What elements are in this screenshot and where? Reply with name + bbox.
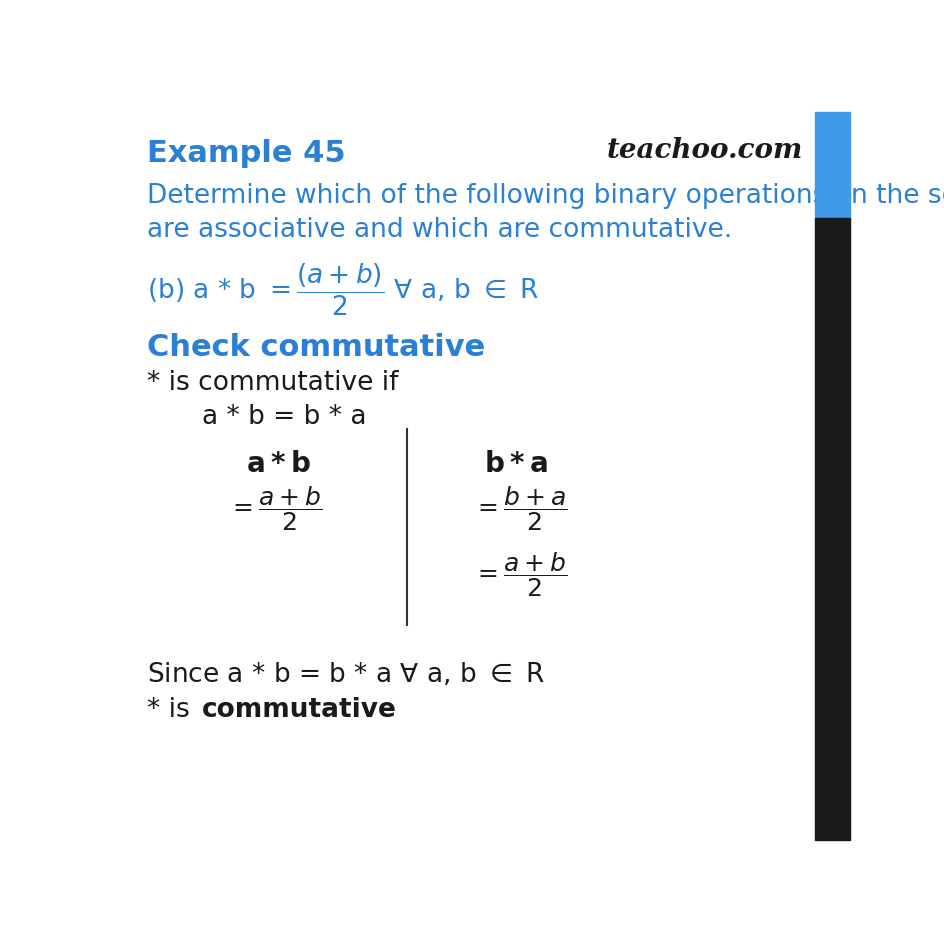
Text: Since a $*$ b = b $*$ a $\forall$ a, b $\in$ R: Since a $*$ b = b $*$ a $\forall$ a, b $… xyxy=(147,660,546,687)
Text: Example 45: Example 45 xyxy=(147,139,346,168)
Text: $= \dfrac{a + b}{2}$: $= \dfrac{a + b}{2}$ xyxy=(228,484,322,532)
Text: $= \dfrac{b + a}{2}$: $= \dfrac{b + a}{2}$ xyxy=(473,484,567,532)
Text: commutative: commutative xyxy=(202,697,396,722)
Bar xyxy=(815,113,850,219)
Text: (b) a $*$ b $= \dfrac{(a + b)}{2}$ $\forall$ a, b $\in$ R: (b) a $*$ b $= \dfrac{(a + b)}{2}$ $\for… xyxy=(147,261,539,318)
Text: $\mathbf{a * b}$: $\mathbf{a * b}$ xyxy=(246,449,311,477)
Bar xyxy=(815,219,850,840)
Text: * is: * is xyxy=(147,697,198,722)
Text: a * b = b * a: a * b = b * a xyxy=(202,404,366,430)
Text: Determine which of the following binary operations on the set R: Determine which of the following binary … xyxy=(147,182,944,209)
Text: Check commutative: Check commutative xyxy=(147,333,485,362)
Text: $= \dfrac{a + b}{2}$: $= \dfrac{a + b}{2}$ xyxy=(473,549,567,598)
Text: * is commutative if: * is commutative if xyxy=(147,369,398,396)
Text: teachoo.com: teachoo.com xyxy=(606,137,802,163)
Text: $\mathbf{b * a}$: $\mathbf{b * a}$ xyxy=(483,449,548,477)
Text: are associative and which are commutative.: are associative and which are commutativ… xyxy=(147,216,732,243)
